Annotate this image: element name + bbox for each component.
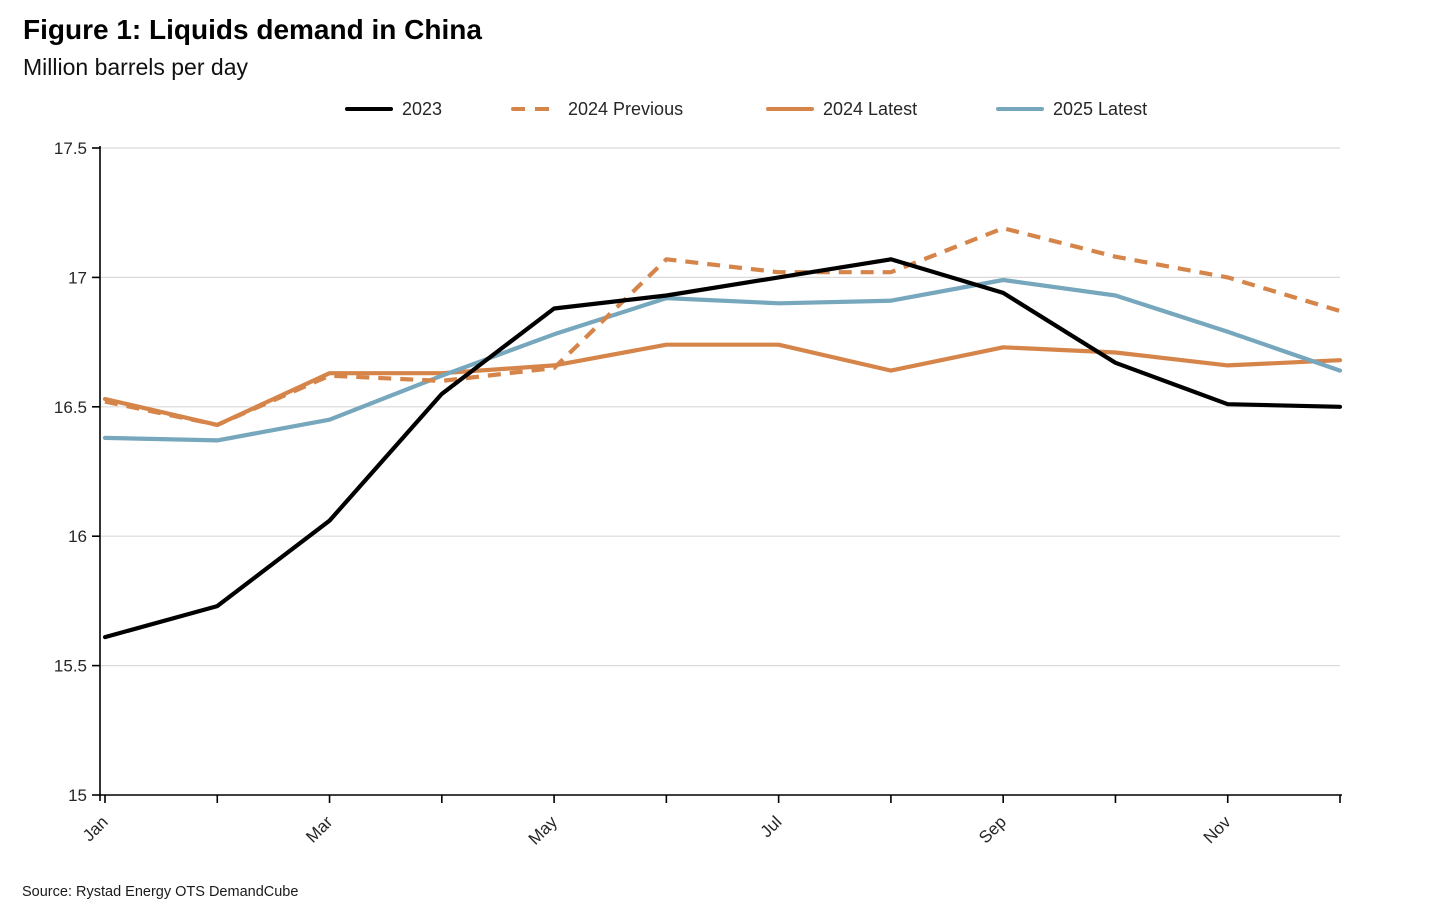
legend-item-2024-latest: 2024 Latest bbox=[766, 96, 917, 122]
x-tick-label: Sep bbox=[975, 812, 1010, 847]
legend-swatch-2024-latest bbox=[766, 106, 814, 112]
legend-label-2023: 2023 bbox=[402, 98, 443, 119]
legend-swatch-2024-previous bbox=[511, 106, 559, 112]
y-tick-label: 15 bbox=[68, 786, 87, 805]
source-note: Source: Rystad Energy OTS DemandCube bbox=[22, 884, 299, 900]
series-line-2023 bbox=[102, 257, 1343, 640]
legend-item-2024-previous: 2024 Previous bbox=[511, 96, 683, 122]
x-tick-label: Nov bbox=[1200, 812, 1235, 847]
x-tick-label: Jul bbox=[757, 812, 786, 841]
legend-swatch-2025-latest bbox=[996, 106, 1044, 112]
series-line-2024-previous bbox=[104, 226, 1341, 427]
figure-title: Figure 1: Liquids demand in China bbox=[23, 14, 482, 45]
legend-label-2025-latest: 2025 Latest bbox=[1053, 98, 1148, 119]
y-tick-label: 17.5 bbox=[54, 139, 87, 158]
legend-label-2024-previous: 2024 Previous bbox=[568, 98, 684, 119]
chart-legend: 2023 2024 Previous 2024 Latest 2025 Late… bbox=[0, 96, 1431, 122]
legend-item-2023: 2023 bbox=[345, 96, 442, 122]
series-line-2025-latest bbox=[102, 277, 1343, 443]
legend-item-2025-latest: 2025 Latest bbox=[996, 96, 1147, 122]
legend-label-2024-latest: 2024 Latest bbox=[823, 98, 918, 119]
x-tick-label: May bbox=[525, 812, 561, 848]
x-tick-label: Jan bbox=[79, 812, 112, 845]
figure-subtitle: Million barrels per day bbox=[23, 54, 248, 80]
x-tick-label: Mar bbox=[302, 812, 336, 846]
series-line-2024-latest bbox=[102, 342, 1343, 427]
y-tick-label: 15.5 bbox=[54, 657, 87, 676]
y-tick-label: 16.5 bbox=[54, 398, 87, 417]
y-tick-label: 16 bbox=[68, 527, 87, 546]
legend-swatch-2023 bbox=[345, 106, 393, 112]
y-tick-label: 17 bbox=[68, 268, 87, 287]
